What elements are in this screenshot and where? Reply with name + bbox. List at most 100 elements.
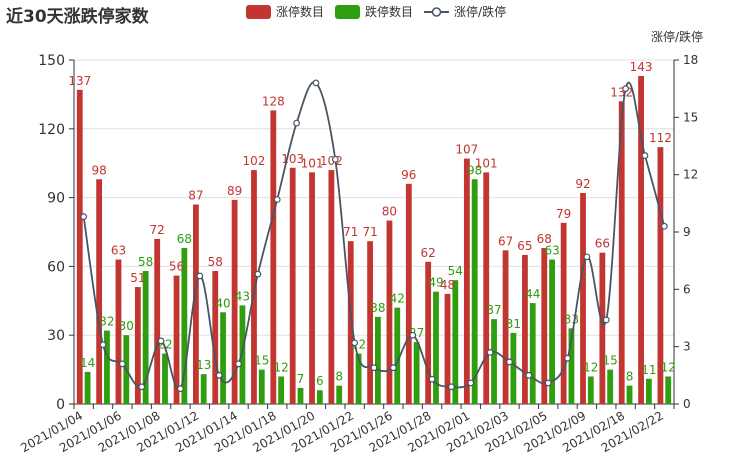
bar-limit-up[interactable] [386,220,393,404]
data-label-limit-up: 66 [595,237,610,251]
data-label-limit-down: 54 [448,264,463,278]
bar-limit-down[interactable] [471,179,478,404]
bar-limit-up[interactable] [96,179,103,404]
bar-limit-up[interactable] [638,76,644,404]
ratio-point[interactable] [157,337,165,345]
bar-limit-down[interactable] [162,353,168,404]
bar-limit-down[interactable] [510,332,517,404]
ratio-point[interactable] [525,371,533,379]
ratio-point[interactable] [428,375,436,383]
bar-limit-up[interactable] [463,158,470,404]
right-tick-label: 15 [683,110,698,124]
ratio-point[interactable] [583,253,591,261]
bar-limit-down[interactable] [316,390,323,404]
ratio-point[interactable] [312,79,320,87]
ratio-point[interactable] [177,385,184,393]
bar-limit-down[interactable] [297,387,304,404]
bar-limit-up[interactable] [425,261,432,404]
bar-limit-up[interactable] [251,170,257,404]
bar-limit-down[interactable] [433,291,439,404]
ratio-point[interactable] [544,379,552,387]
bar-limit-up[interactable] [115,259,122,404]
bar-limit-down[interactable] [239,305,246,404]
ratio-point[interactable] [409,331,417,339]
ratio-point[interactable] [99,341,107,349]
legend-item-ratio[interactable]: 涨停/跌停 [424,3,506,20]
bar-limit-down[interactable] [355,353,362,404]
ratio-point[interactable] [351,339,359,347]
bar-limit-down[interactable] [491,319,497,404]
bar-limit-down[interactable] [413,342,420,404]
legend-item-limit-down[interactable]: 跌停数目 [335,3,413,20]
bar-limit-up[interactable] [541,248,548,404]
bar-limit-up[interactable] [599,252,606,404]
bar-limit-down[interactable] [200,374,207,404]
ratio-point[interactable] [138,383,146,391]
bar-limit-up[interactable] [173,275,180,404]
bar-limit-down[interactable] [258,369,265,404]
bar-limit-up[interactable] [134,287,141,404]
bar-limit-down[interactable] [336,385,343,404]
bar-limit-down[interactable] [645,378,652,404]
bar-limit-down[interactable] [452,280,459,404]
ratio-point[interactable] [564,354,571,362]
bar-limit-down[interactable] [568,328,575,404]
bar-limit-up[interactable] [231,199,238,404]
bar-limit-up[interactable] [618,101,625,404]
bar-limit-up[interactable] [560,222,567,404]
bar-limit-down[interactable] [549,259,555,404]
bar-limit-down[interactable] [375,316,381,404]
ratio-point[interactable] [370,364,378,372]
bar-limit-down[interactable] [607,369,614,404]
bar-limit-up[interactable] [405,183,412,404]
bar-limit-down[interactable] [104,330,110,404]
ratio-point[interactable] [215,371,223,379]
ratio-point[interactable] [80,213,88,221]
ratio-point[interactable] [196,272,204,280]
bar-limit-up[interactable] [154,238,161,404]
ratio-point[interactable] [622,85,630,93]
left-tick-label: 60 [47,259,65,275]
data-label-limit-up: 48 [440,278,455,292]
ratio-point[interactable] [467,379,475,387]
ratio-point[interactable] [448,383,455,391]
bar-limit-up[interactable] [483,172,490,404]
ratio-point[interactable] [506,358,513,366]
bar-limit-down[interactable] [665,376,672,404]
bar-limit-down[interactable] [220,312,226,404]
ratio-point[interactable] [293,119,300,127]
ratio-point[interactable] [254,270,262,278]
bar-limit-up[interactable] [212,270,219,404]
ratio-point[interactable] [602,316,610,324]
bar-limit-up[interactable] [328,170,335,404]
bar-limit-up[interactable] [76,89,83,405]
bar-limit-down[interactable] [626,385,633,404]
ratio-point[interactable] [235,360,242,368]
bar-limit-down[interactable] [181,248,188,404]
bar-limit-down[interactable] [529,303,536,404]
bar-limit-up[interactable] [309,172,315,404]
bar-limit-up[interactable] [193,204,199,404]
bar-limit-up[interactable] [367,241,373,404]
bar-limit-down[interactable] [278,376,285,404]
bar-limit-up[interactable] [502,250,509,404]
bar-limit-down[interactable] [587,376,594,404]
ratio-point[interactable] [660,222,668,230]
bar-limit-up[interactable] [522,254,528,404]
bar-limit-down[interactable] [142,270,149,404]
ratio-point[interactable] [389,364,397,372]
ratio-point[interactable] [273,196,281,203]
bar-limit-down[interactable] [394,307,401,404]
legend-item-limit-up[interactable]: 涨停数目 [246,3,324,20]
ratio-point[interactable] [331,155,339,163]
bar-limit-up[interactable] [347,241,354,404]
bar-limit-up[interactable] [270,110,277,404]
bar-limit-up[interactable] [444,293,451,404]
bar-limit-up[interactable] [289,167,296,404]
bar-limit-up[interactable] [580,193,586,404]
ratio-point[interactable] [486,349,494,356]
ratio-point[interactable] [641,152,649,159]
bar-limit-down[interactable] [84,371,91,404]
bar-limit-up[interactable] [657,147,664,404]
ratio-point[interactable] [118,360,126,368]
